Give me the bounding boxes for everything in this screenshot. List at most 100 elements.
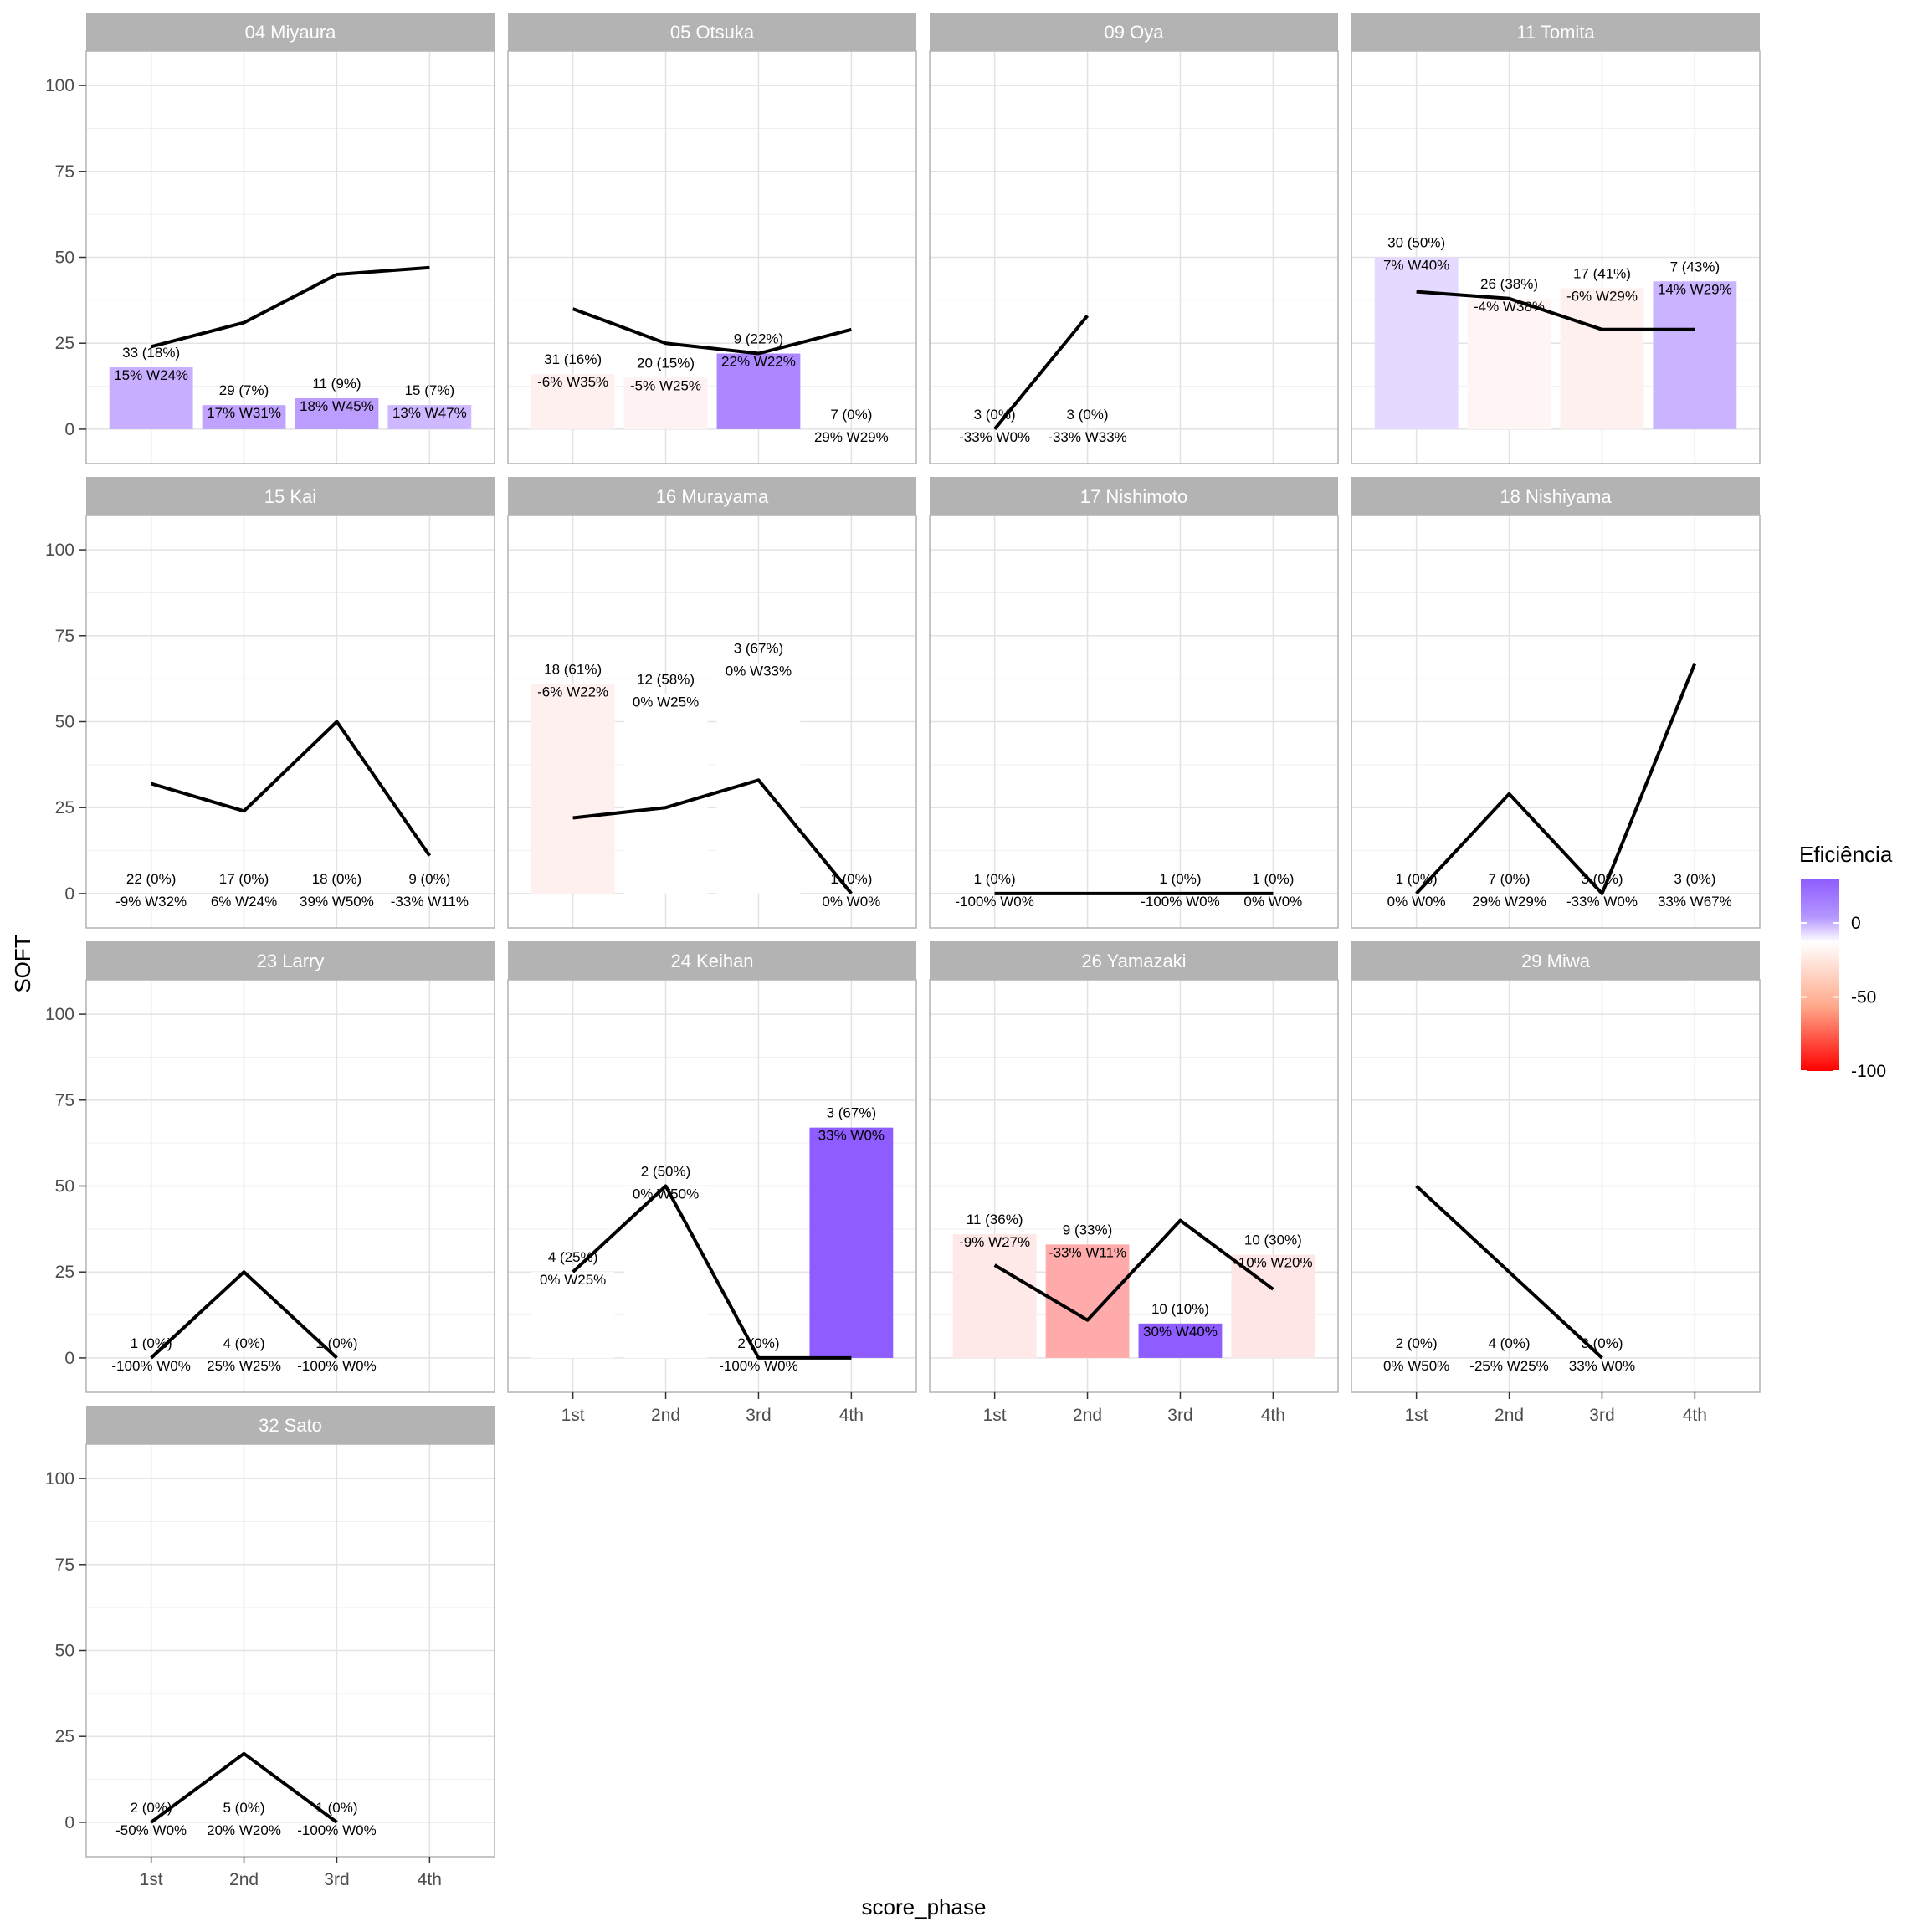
bar-count-label: 9 (33%): [1063, 1222, 1113, 1238]
series-line: [572, 307, 852, 356]
series-line: [572, 1184, 852, 1360]
bar: [809, 1127, 894, 1358]
y-tick-label: 75: [55, 1555, 74, 1575]
bar: [623, 694, 708, 894]
y-tick-label: 50: [55, 713, 74, 732]
bar-efficiency-label: 25% W25%: [207, 1358, 281, 1374]
bar: [1467, 298, 1551, 429]
bar-count-label: 3 (67%): [827, 1105, 877, 1121]
bar-efficiency-label: -5% W25%: [630, 377, 701, 393]
panel-strip: [86, 1406, 495, 1444]
bar-count-label: 29 (7%): [219, 382, 269, 398]
panel-title: 16 Murayama: [656, 486, 769, 507]
bar: [1560, 288, 1644, 429]
x-tick-label: 2nd: [1495, 1406, 1524, 1425]
panel-title: 15 Kai: [264, 486, 316, 507]
bar-count-label: 10 (10%): [1151, 1301, 1209, 1317]
bar-efficiency-label: -33% W0%: [959, 429, 1030, 445]
bar: [623, 1186, 708, 1358]
y-tick-label: 50: [55, 249, 74, 268]
bar-count-label: 17 (0%): [219, 871, 269, 887]
panel-title: 09 Oya: [1105, 22, 1165, 43]
y-tick-label: 100: [45, 76, 74, 95]
panel-title: 11 Tomita: [1516, 22, 1595, 43]
bar-count-label: 18 (0%): [312, 871, 362, 887]
x-tick-label: 1st: [983, 1406, 1007, 1425]
bar: [109, 366, 193, 429]
bar-count-label: 1 (0%): [830, 871, 872, 887]
bar-count-label: 5 (0%): [223, 1800, 265, 1816]
bar-efficiency-label: -100% W0%: [111, 1358, 190, 1374]
bar: [716, 353, 801, 429]
bar-count-label: 1 (0%): [1252, 871, 1294, 887]
panel-title: 18 Nishiyama: [1500, 486, 1612, 507]
bar-count-label: 33 (18%): [122, 345, 180, 361]
bar-count-label: 18 (61%): [544, 661, 602, 677]
panel-title: 23 Larry: [257, 951, 325, 971]
x-tick-label: 1st: [561, 1406, 585, 1425]
bar-efficiency-label: 33% W0%: [1569, 1358, 1635, 1374]
y-tick-label: 0: [64, 1349, 74, 1368]
y-tick-label: 0: [64, 884, 74, 904]
bar-efficiency-label: -6% W29%: [1566, 288, 1638, 304]
bar-efficiency-label: 29% W29%: [1472, 894, 1546, 910]
series-line: [572, 778, 853, 895]
bar-efficiency-label: -100% W0%: [719, 1358, 797, 1374]
panel-title: 24 Keihan: [670, 951, 753, 971]
x-tick-label: 3rd: [1167, 1406, 1192, 1425]
bar: [531, 684, 615, 894]
panel-title: 05 Otsuka: [670, 22, 755, 43]
bar: [1653, 281, 1737, 429]
bar-count-label: 10 (30%): [1244, 1232, 1302, 1248]
panel-strip: [1351, 941, 1760, 980]
bar-efficiency-label: -6% W35%: [537, 374, 608, 390]
x-tick-label: 1st: [1405, 1406, 1428, 1425]
bar-efficiency-label: 0% W25%: [540, 1272, 606, 1288]
bar-efficiency-label: 30% W40%: [1143, 1324, 1218, 1340]
bar-count-label: 2 (0%): [1396, 1335, 1438, 1351]
panel-title: 32 Sato: [259, 1415, 322, 1436]
bar: [1231, 1254, 1315, 1358]
panel-border: [929, 515, 1339, 929]
x-tick-label: 4th: [839, 1406, 864, 1425]
panel-border: [1351, 979, 1761, 1393]
bar-count-label: 31 (16%): [544, 351, 602, 367]
series-line: [150, 1270, 338, 1360]
bar-efficiency-label: -4% W38%: [1474, 299, 1545, 315]
y-tick-label: 100: [45, 1469, 74, 1489]
series-line: [1416, 290, 1695, 331]
bar-count-label: 3 (67%): [734, 641, 784, 657]
legend-tick-label: -50: [1851, 988, 1876, 1007]
y-tick-label: 100: [45, 1005, 74, 1024]
panel-strip: [1351, 477, 1760, 515]
bar-count-label: 1 (0%): [315, 1800, 357, 1816]
bar-count-label: 12 (58%): [637, 672, 695, 688]
legend-tick-label: -100: [1851, 1062, 1886, 1081]
x-tick-label: 3rd: [324, 1870, 349, 1889]
bar-efficiency-label: 0% W0%: [822, 894, 880, 910]
x-tick-label: 1st: [140, 1870, 163, 1889]
bar-count-label: 7 (0%): [830, 407, 872, 423]
bar-count-label: 1 (0%): [131, 1335, 172, 1351]
bar-efficiency-label: 0% W0%: [1387, 894, 1446, 910]
x-tick-label: 3rd: [1589, 1406, 1614, 1425]
panel-title: 26 Yamazaki: [1081, 951, 1186, 971]
panel-strip: [508, 13, 916, 51]
bar-efficiency-label: -100% W0%: [955, 894, 1033, 910]
panel-strip: [86, 941, 495, 980]
panel-title: 04 Miyaura: [245, 22, 337, 43]
bar-efficiency-label: 7% W40%: [1383, 258, 1449, 274]
panel-strip: [508, 941, 916, 980]
y-tick-label: 75: [55, 627, 74, 646]
y-tick-label: 100: [45, 541, 74, 560]
bar: [387, 405, 472, 429]
bar: [202, 405, 286, 429]
bar-efficiency-label: -33% W0%: [1566, 894, 1638, 910]
bar-efficiency-label: -100% W0%: [297, 1358, 376, 1374]
bar: [952, 1234, 1037, 1358]
bar-count-label: 4 (0%): [1489, 1335, 1531, 1351]
bar: [1138, 1323, 1223, 1358]
panel-border: [1351, 50, 1761, 464]
